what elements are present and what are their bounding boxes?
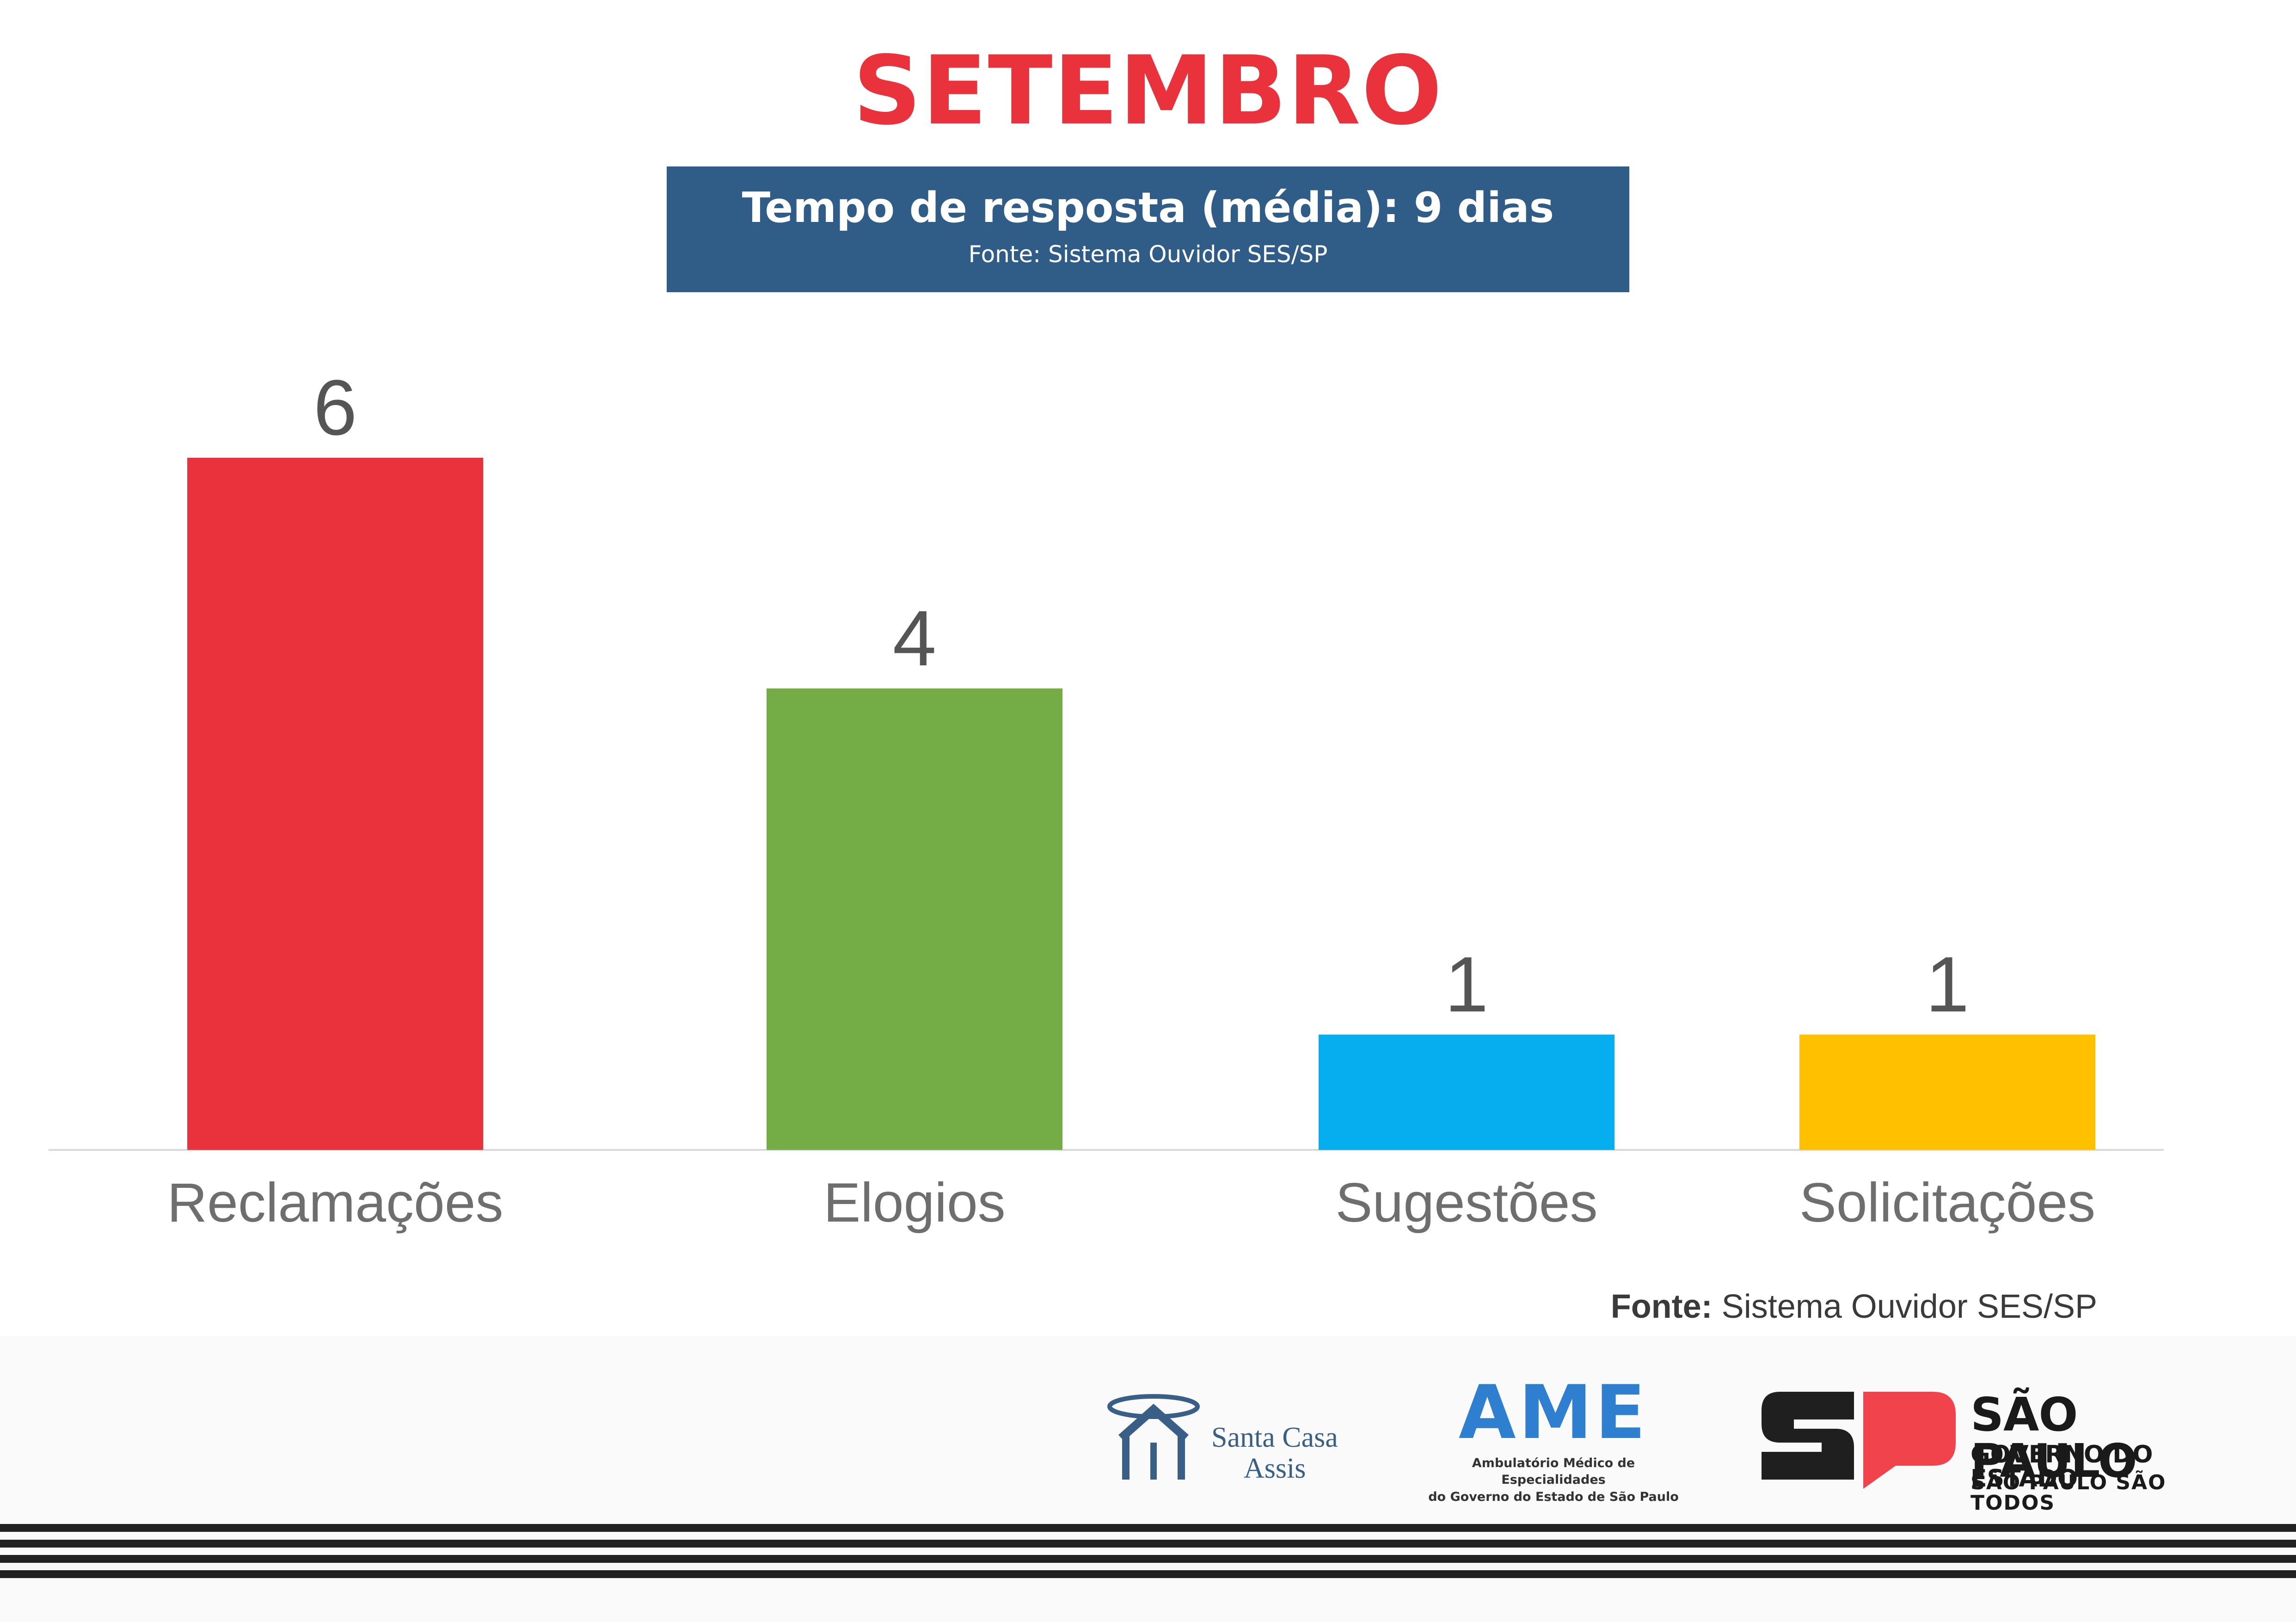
category-label: Solicitações [1799, 1172, 2095, 1234]
santa-casa-name: Santa Casa [1211, 1422, 1338, 1453]
santa-casa-house-icon [1107, 1394, 1200, 1480]
bar-0 [187, 458, 483, 1150]
page-title: SETEMBRO [853, 36, 1443, 146]
ame-subtitle-line1: Ambulatório Médico de Especialidades [1472, 1456, 1635, 1487]
source-note-text: Sistema Ouvidor SES/SP [1721, 1288, 2097, 1325]
sao-paulo-government-logo: SÃO PAULO GOVERNO DO ESTADO SÃO PAULO SÃ… [1762, 1388, 2252, 1513]
bar-2 [1319, 1034, 1615, 1150]
bar-value-label: 1 [1926, 941, 1970, 1029]
response-time-box: Tempo de resposta (média): 9 dias Fonte:… [667, 166, 1629, 292]
bar-value-label: 1 [1445, 941, 1489, 1029]
bar-value-label: 6 [313, 364, 357, 452]
category-label: Sugestões [1335, 1172, 1597, 1234]
source-note-label: Fonte: [1610, 1288, 1713, 1325]
ame-logo: AME Ambulatório Médico de Especialidades… [1424, 1369, 1683, 1504]
response-time-text: Tempo de resposta (média): 9 dias [742, 184, 1554, 232]
sp-monogram-icon [1762, 1392, 1956, 1489]
ame-subtitle-line2: do Governo do Estado de São Paulo [1428, 1489, 1679, 1504]
bar-3 [1799, 1034, 2095, 1150]
bar-chart: 6 Reclamações 4 Elogios 1 Sugestões 1 Solicitaç… [49, 364, 2164, 1234]
santa-casa-city: Assis [1244, 1453, 1306, 1484]
bar-1 [767, 688, 1062, 1150]
footer-stripe-4 [0, 1570, 2296, 1578]
category-label: Reclamações [167, 1172, 503, 1234]
sp-name: SÃO PAULO [1971, 1388, 2137, 1488]
sp-government: GOVERNO DO ESTADO [1971, 1441, 2153, 1493]
footer-stripe-1 [0, 1524, 2296, 1532]
bars-group: 6 Reclamações 4 Elogios 1 Sugestões 1 Solicitaç… [167, 364, 2096, 1234]
response-time-source: Fonte: Sistema Ouvidor SES/SP [968, 241, 1328, 268]
bar-value-label: 4 [893, 595, 937, 682]
category-label: Elogios [823, 1172, 1006, 1234]
footer-stripe-3 [0, 1555, 2296, 1563]
sp-slogan: SÃO PAULO SÃO TODOS [1971, 1471, 2167, 1515]
footer-stripe-2 [0, 1540, 2296, 1548]
ame-wordmark: AME [1458, 1369, 1649, 1456]
source-note: Fonte: Sistema Ouvidor SES/SP [1611, 1290, 2097, 1323]
santa-casa-logo: Santa Casa Assis [1107, 1387, 1348, 1489]
